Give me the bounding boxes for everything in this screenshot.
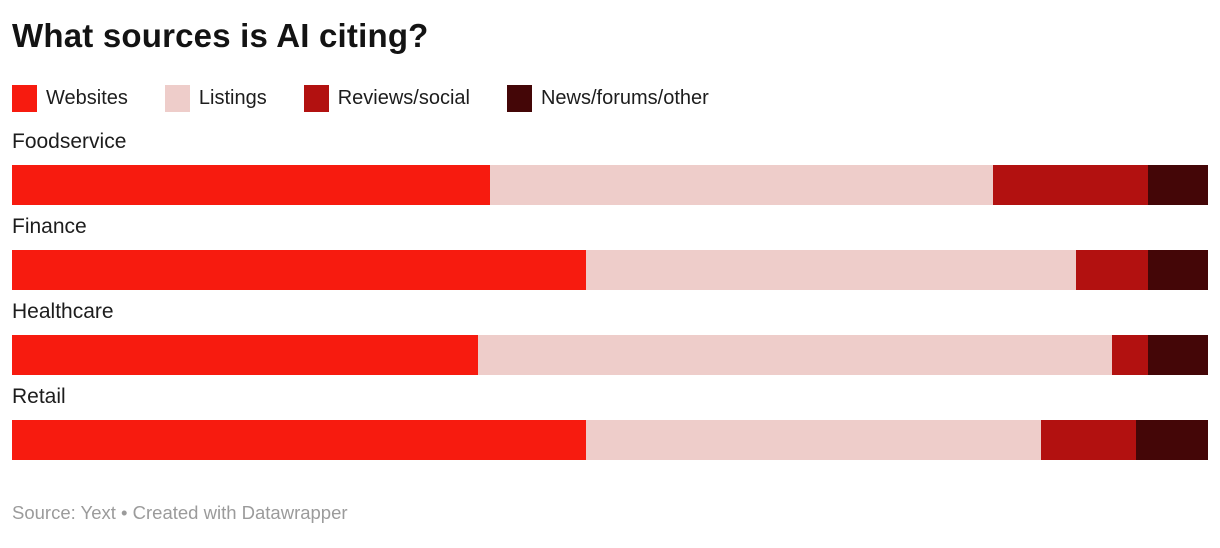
stacked-bar: [12, 250, 1208, 291]
bar-segment-news-forums-other: [1136, 420, 1208, 461]
bar-row: Foodservice: [12, 130, 1208, 206]
bar-segment-websites: [12, 335, 479, 376]
bar-row: Retail: [12, 385, 1208, 461]
bar-segment-news-forums-other: [1148, 335, 1208, 376]
bar-segment-reviews-social: [992, 165, 1149, 206]
bar-row: Finance: [12, 215, 1208, 291]
legend-item: Reviews/social: [303, 85, 470, 113]
bar-segment-reviews-social: [1076, 250, 1149, 291]
stacked-bar: [12, 335, 1208, 376]
legend: Websites Listings Reviews/social News/forum…: [12, 85, 1208, 113]
bar-segment-news-forums-other: [1148, 165, 1208, 206]
legend-swatch: [303, 85, 329, 113]
legend-item: Listings: [164, 85, 267, 113]
source-footer: Source: Yext • Created with Datawrapper: [12, 502, 348, 524]
stacked-bar: [12, 420, 1208, 461]
category-label: Finance: [12, 215, 87, 239]
bar-segment-news-forums-other: [1148, 250, 1208, 291]
bar-segment-listings: [586, 420, 1041, 461]
chart-title: What sources is AI citing?: [12, 17, 429, 54]
legend-label: Listings: [198, 87, 267, 110]
legend-swatch: [12, 85, 37, 113]
bar-segment-listings: [586, 250, 1077, 291]
bar-segment-listings: [490, 165, 993, 206]
category-label: Foodservice: [12, 130, 127, 154]
bar-segment-reviews-social: [1112, 335, 1149, 376]
bar-segment-websites: [12, 250, 587, 291]
legend-item: Websites: [12, 85, 128, 113]
category-label: Retail: [12, 385, 66, 409]
chart-container: What sources is AI citing? Websites Listi…: [12, 17, 1208, 524]
bar-segment-listings: [478, 335, 1113, 376]
bar-segment-reviews-social: [1040, 420, 1137, 461]
category-label: Healthcare: [12, 300, 114, 324]
legend-swatch: [506, 85, 532, 113]
legend-label: Reviews/social: [337, 87, 470, 110]
legend-label: Websites: [46, 87, 128, 110]
legend-label: News/forums/other: [540, 87, 709, 110]
legend-swatch: [164, 85, 190, 113]
bar-segment-websites: [12, 420, 587, 461]
bar-segment-websites: [12, 165, 491, 206]
bar-rows: Foodservice Finance Healthcare Retail: [12, 130, 1208, 461]
bar-row: Healthcare: [12, 300, 1208, 376]
legend-item: News/forums/other: [506, 85, 709, 113]
stacked-bar: [12, 165, 1208, 206]
